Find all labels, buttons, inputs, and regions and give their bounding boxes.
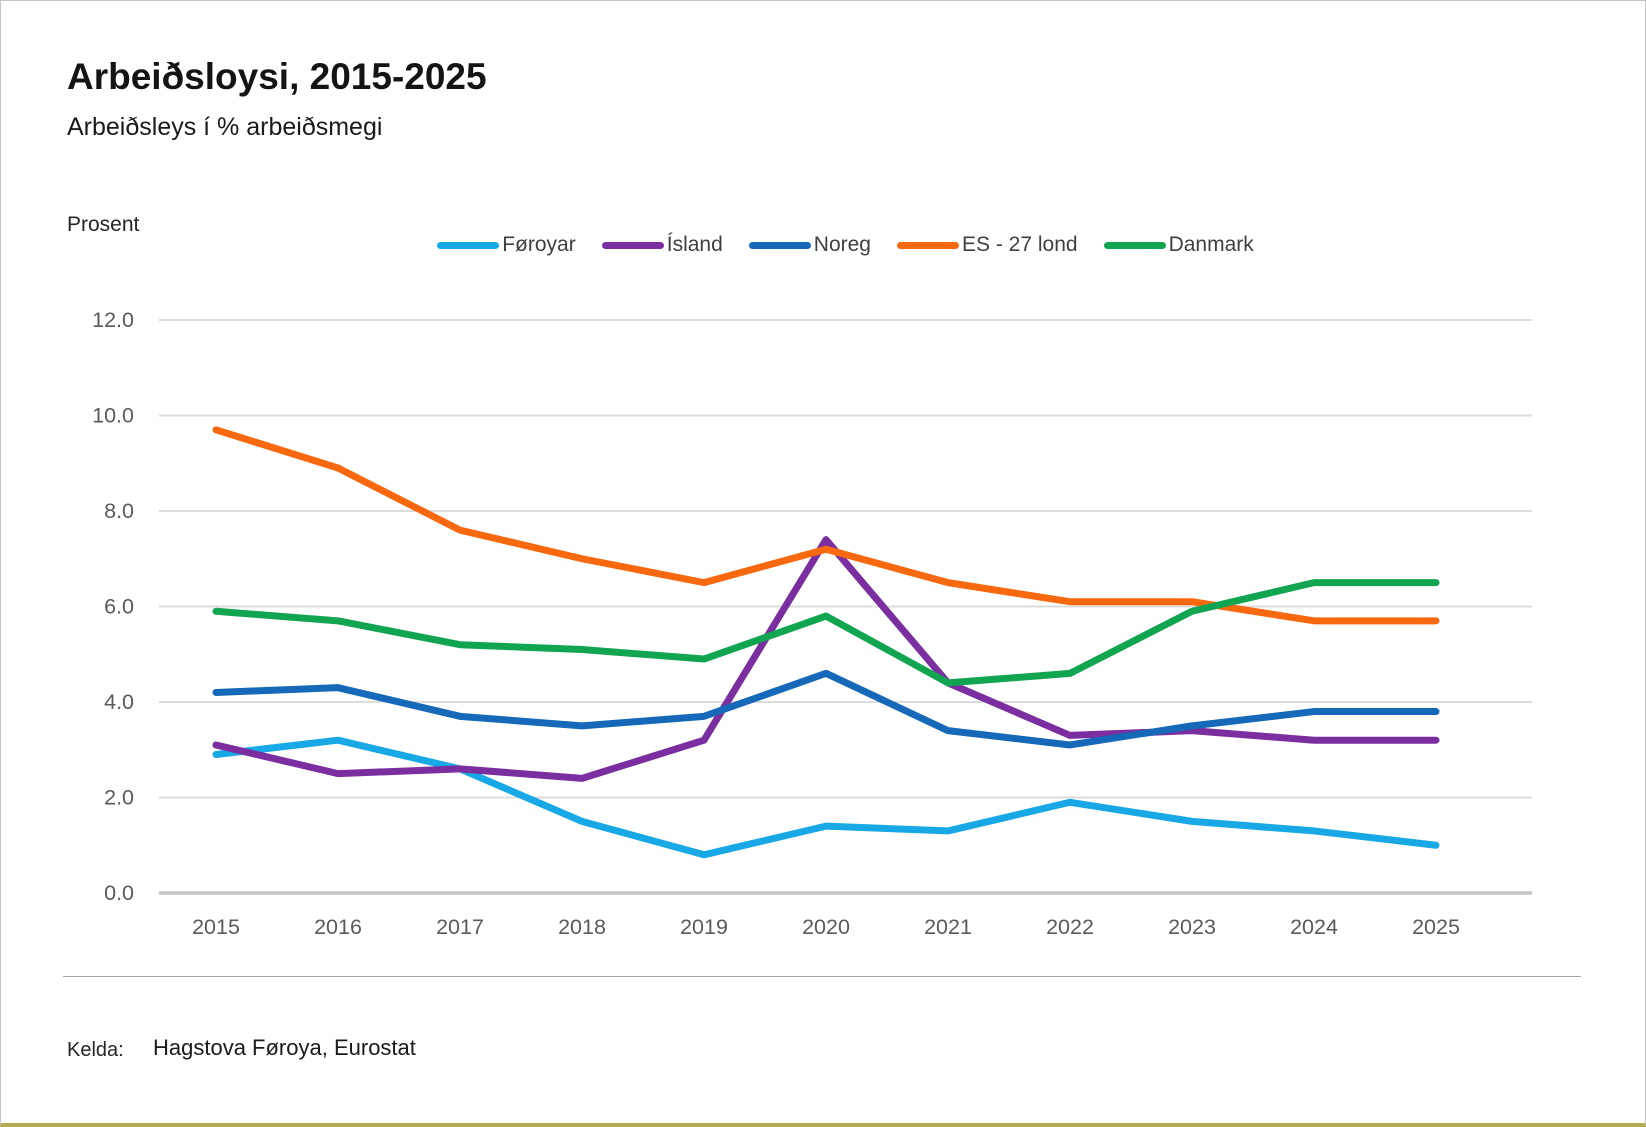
- page-title: Arbeiðsloysi, 2015-2025: [67, 56, 487, 97]
- legend-item-es-27-lond: ES - 27 lond: [896, 233, 1078, 257]
- series-line-sland: [212, 536, 1440, 782]
- x-axis-tick-label: 2021: [924, 915, 972, 939]
- y-axis-tick-label: 12.0: [92, 308, 134, 332]
- legend-swatch-danmark: [1103, 241, 1166, 249]
- series-line-danmark: [212, 579, 1440, 687]
- legend-item-sland: Ísland: [601, 233, 723, 257]
- legend-item-f-royar: Føroyar: [437, 233, 576, 257]
- footer-divider: [63, 976, 1581, 977]
- legend-swatch-noreg: [748, 241, 811, 249]
- y-axis-tick-label: 8.0: [104, 499, 134, 523]
- y-axis-unit-label: Prosent: [67, 213, 140, 236]
- legend-label-f-royar: Føroyar: [502, 233, 576, 256]
- series-line-noreg: [212, 669, 1440, 749]
- x-axis-tick-label: 2024: [1290, 915, 1338, 939]
- legend-label-es-27-lond: ES - 27 lond: [961, 233, 1078, 256]
- chart-legend: Føroyar Ísland Noreg ES - 27 lond Danmark: [159, 232, 1532, 258]
- series-line-f-royar: [212, 736, 1440, 859]
- y-axis-tick-label: 6.0: [104, 595, 134, 619]
- y-axis-tick-label: 0.0: [104, 881, 134, 905]
- legend-swatch-sland: [601, 241, 664, 249]
- legend-swatch-f-royar: [437, 241, 500, 249]
- legend-label-danmark: Danmark: [1168, 233, 1254, 256]
- source-text: Hagstova Føroya, Eurostat: [153, 1035, 416, 1060]
- legend-item-noreg: Noreg: [748, 233, 871, 257]
- x-axis-tick-label: 2023: [1168, 915, 1216, 939]
- y-axis-tick-label: 4.0: [104, 690, 134, 714]
- legend-swatch-es-27-lond: [896, 241, 959, 249]
- y-axis-tick-label: 10.0: [92, 404, 134, 428]
- legend-item-danmark: Danmark: [1103, 233, 1254, 257]
- page-subtitle: Arbeiðsleys í % arbeiðsmegi: [67, 113, 383, 141]
- x-axis-tick-label: 2019: [680, 915, 728, 939]
- legend-label-sland: Ísland: [666, 233, 723, 256]
- x-axis-tick-label: 2025: [1412, 915, 1460, 939]
- x-axis-tick-label: 2018: [558, 915, 606, 939]
- legend-label-noreg: Noreg: [813, 233, 871, 256]
- x-axis-tick-label: 2016: [314, 915, 362, 939]
- x-axis-tick-label: 2017: [436, 915, 484, 939]
- series-line-es-27-lond: [212, 426, 1440, 625]
- y-axis-tick-label: 2.0: [104, 786, 134, 810]
- source-label: Kelda:: [67, 1039, 124, 1061]
- x-axis-tick-label: 2022: [1046, 915, 1094, 939]
- x-axis-tick-label: 2020: [802, 915, 850, 939]
- x-axis-tick-label: 2015: [192, 915, 240, 939]
